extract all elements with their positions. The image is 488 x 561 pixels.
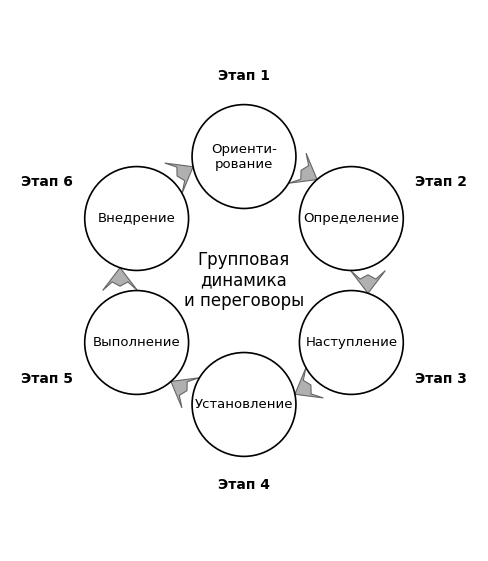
Polygon shape bbox=[102, 268, 138, 291]
Text: Внедрение: Внедрение bbox=[98, 212, 176, 225]
Text: Этап 2: Этап 2 bbox=[415, 174, 467, 188]
Circle shape bbox=[192, 352, 296, 457]
Polygon shape bbox=[288, 153, 317, 183]
Circle shape bbox=[85, 291, 188, 394]
Text: Наступление: Наступление bbox=[305, 336, 397, 349]
Text: Ориенти-
рование: Ориенти- рование bbox=[211, 142, 277, 171]
Circle shape bbox=[192, 104, 296, 209]
Text: Этап 3: Этап 3 bbox=[415, 373, 467, 387]
Text: Этап 6: Этап 6 bbox=[21, 174, 73, 188]
Circle shape bbox=[300, 291, 403, 394]
Polygon shape bbox=[171, 378, 200, 408]
Text: Групповая
динамика
и переговоры: Групповая динамика и переговоры bbox=[184, 251, 304, 310]
Polygon shape bbox=[164, 163, 193, 193]
Text: Выполнение: Выполнение bbox=[93, 336, 181, 349]
Text: Этап 1: Этап 1 bbox=[218, 69, 270, 83]
Circle shape bbox=[300, 167, 403, 270]
Text: Этап 4: Этап 4 bbox=[218, 478, 270, 492]
Text: Этап 5: Этап 5 bbox=[21, 373, 73, 387]
Text: Определение: Определение bbox=[304, 212, 399, 225]
Text: Установление: Установление bbox=[195, 398, 293, 411]
Polygon shape bbox=[295, 368, 324, 398]
Polygon shape bbox=[350, 270, 386, 293]
Circle shape bbox=[85, 167, 188, 270]
